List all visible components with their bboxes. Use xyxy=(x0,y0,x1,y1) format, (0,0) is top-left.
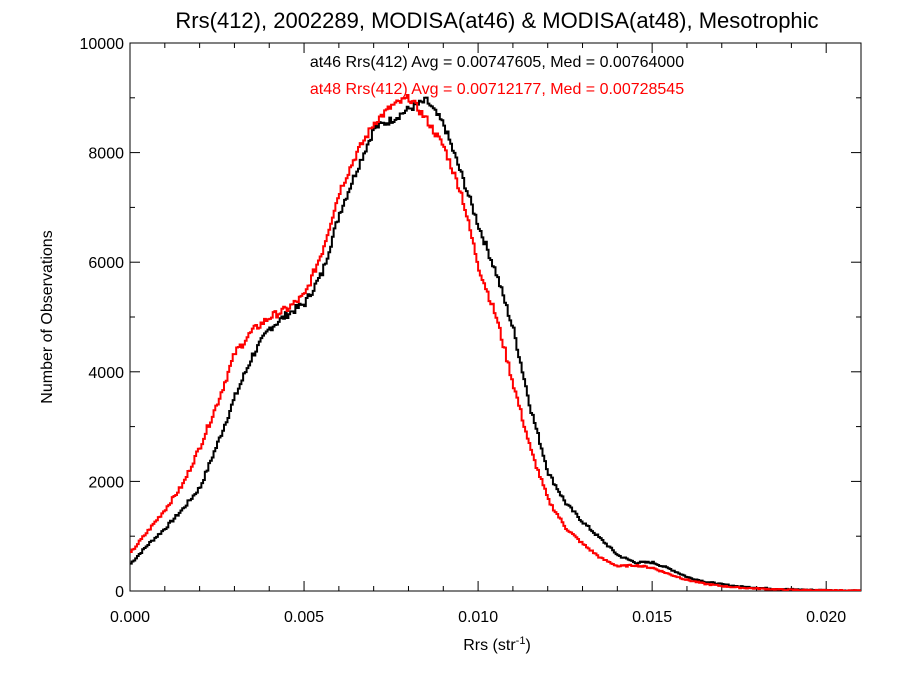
x-tick-label: 0.005 xyxy=(284,609,324,626)
x-tick-label: 0.010 xyxy=(458,609,498,626)
y-tick-label: 8000 xyxy=(88,146,124,163)
x-tick-label: 0.020 xyxy=(806,609,846,626)
x-tick-label: 0.000 xyxy=(110,609,150,626)
y-axis: 0 2000 4000 6000 8000 10000 xyxy=(80,36,861,601)
annotations: at46 Rrs(412) Avg = 0.00747605, Med = 0.… xyxy=(310,54,684,98)
series-line-red xyxy=(130,93,861,591)
annotation-1: at46 Rrs(412) Avg = 0.00747605, Med = 0.… xyxy=(310,54,684,71)
y-axis-label: Number of Observations xyxy=(39,230,56,403)
x-axis-label-base: Rrs (str xyxy=(463,637,516,654)
y-tick-label: 6000 xyxy=(88,255,124,272)
y-tick-label: 10000 xyxy=(80,36,125,53)
x-axis-label: Rrs (str-1) xyxy=(463,635,531,654)
y-tick-label: 2000 xyxy=(88,474,124,491)
annotation-2: at48 Rrs(412) Avg = 0.00712177, Med = 0.… xyxy=(310,81,684,98)
x-axis-label-sup: -1 xyxy=(516,635,526,647)
x-tick-label: 0.015 xyxy=(632,609,672,626)
x-axis-label-tail: ) xyxy=(525,637,530,654)
x-axis: 0.000 0.005 0.010 0.015 0.020 xyxy=(110,43,846,626)
y-tick-label: 4000 xyxy=(88,365,124,382)
y-tick-label: 0 xyxy=(115,584,124,601)
chart-title: Rrs(412), 2002289, MODISA(at46) & MODISA… xyxy=(175,8,818,33)
series-group xyxy=(130,93,861,591)
